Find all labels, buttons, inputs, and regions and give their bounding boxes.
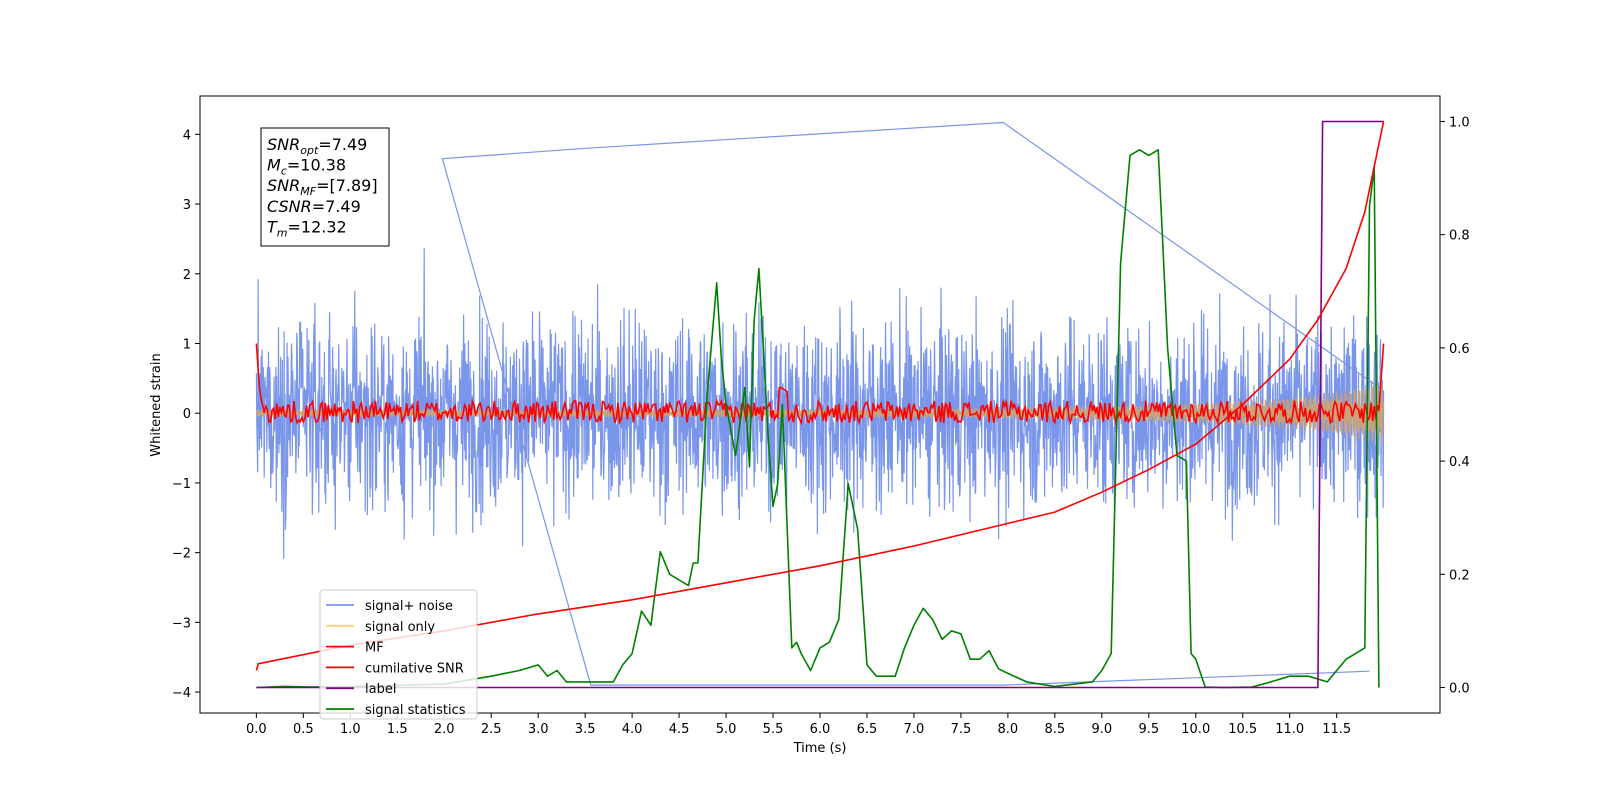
x-tick-label: 3.0 bbox=[528, 722, 549, 737]
info-line: SNRMF=[7.89] bbox=[267, 176, 378, 198]
y-right-tick-label: 1.0 bbox=[1449, 115, 1470, 130]
y-axis-right: 0.0 0.2 0.4 0.6 0.8 1.0 bbox=[1440, 115, 1470, 697]
x-tick-label: 11.0 bbox=[1275, 722, 1304, 737]
info-box: SNRopt=7.49Mc=10.38SNRMF=[7.89]CSNR=7.49… bbox=[260, 127, 390, 247]
x-tick-label: 1.0 bbox=[340, 722, 361, 737]
legend-entry: signal+ noise bbox=[365, 599, 453, 614]
x-tick-label: 7.5 bbox=[951, 722, 972, 737]
x-tick-label: 1.5 bbox=[387, 722, 408, 737]
y-right-tick-label: 0.6 bbox=[1449, 342, 1470, 357]
y-right-tick-label: 0.2 bbox=[1449, 568, 1470, 583]
legend-entry: MF bbox=[365, 641, 384, 656]
x-tick-label: 2.5 bbox=[481, 722, 502, 737]
y-left-tick-label: −1 bbox=[172, 477, 191, 492]
y-left-tick-label: −3 bbox=[172, 616, 191, 631]
x-tick-label: 8.5 bbox=[1045, 722, 1066, 737]
x-tick-label: 7.0 bbox=[904, 722, 925, 737]
legend-entry: cumilative SNR bbox=[365, 661, 464, 676]
y-right-tick-label: 0.8 bbox=[1449, 229, 1470, 244]
x-tick-label: 10.0 bbox=[1181, 722, 1210, 737]
x-tick-label: 10.5 bbox=[1228, 722, 1257, 737]
info-line: SNRopt=7.49 bbox=[267, 135, 367, 157]
legend-entry: signal only bbox=[365, 620, 435, 635]
info-line: Mc=10.38 bbox=[267, 156, 346, 178]
x-tick-label: 8.0 bbox=[998, 722, 1019, 737]
y-right-tick-label: 0.0 bbox=[1449, 682, 1470, 697]
x-tick-label: 11.5 bbox=[1322, 722, 1351, 737]
x-tick-label: 2.0 bbox=[434, 722, 455, 737]
y-left-tick-label: 1 bbox=[183, 337, 191, 352]
x-tick-label: 9.5 bbox=[1138, 722, 1159, 737]
y-left-tick-label: 2 bbox=[183, 268, 191, 283]
x-tick-label: 6.0 bbox=[810, 722, 831, 737]
series-signal-noise bbox=[255, 121, 1385, 686]
info-line: CSNR=7.49 bbox=[267, 197, 361, 216]
x-axis: 0.0 0.5 1.0 1.5 2.0 2.5 3.0 3.5 4.0 4.5 5.0 5.5 6.0 6… bbox=[246, 713, 1351, 737]
x-tick-label: 3.5 bbox=[575, 722, 596, 737]
legend: signal+ noise signal only MF cumilative SNR… bbox=[319, 589, 478, 720]
legend-entry: signal statistics bbox=[365, 703, 466, 718]
x-tick-label: 4.0 bbox=[622, 722, 643, 737]
x-tick-label: 5.5 bbox=[763, 722, 784, 737]
y-axis-label-left: Whitened strain bbox=[149, 353, 164, 456]
x-tick-label: 0.5 bbox=[293, 722, 314, 737]
x-tick-label: 6.5 bbox=[857, 722, 878, 737]
series-mf bbox=[255, 343, 1385, 426]
y-left-tick-label: 4 bbox=[183, 128, 191, 143]
info-line: Tm=12.32 bbox=[267, 217, 347, 239]
y-right-tick-label: 0.4 bbox=[1449, 455, 1470, 470]
series-signal-statistics bbox=[256, 149, 1380, 689]
legend-entry: label bbox=[365, 682, 396, 697]
x-tick-label: 9.0 bbox=[1091, 722, 1112, 737]
y-axis-left: −4 −3 −2 −1 0 1 2 3 4 bbox=[172, 128, 200, 701]
series-label bbox=[256, 120, 1384, 689]
x-tick-label: 0.0 bbox=[246, 722, 267, 737]
y-left-tick-label: 0 bbox=[183, 407, 191, 422]
y-left-tick-label: −2 bbox=[172, 547, 191, 562]
x-tick-label: 5.0 bbox=[716, 722, 737, 737]
y-left-tick-label: −4 bbox=[172, 686, 191, 701]
y-left-tick-label: 3 bbox=[183, 198, 191, 213]
x-axis-label: Time (s) bbox=[793, 741, 847, 756]
x-tick-label: 4.5 bbox=[669, 722, 690, 737]
